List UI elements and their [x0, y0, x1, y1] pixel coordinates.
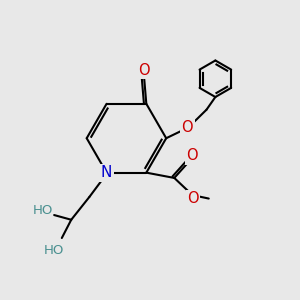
Text: N: N	[101, 165, 112, 180]
Text: HO: HO	[44, 244, 64, 257]
Text: HO: HO	[33, 204, 53, 218]
Text: O: O	[182, 120, 193, 135]
Text: O: O	[187, 191, 199, 206]
Text: O: O	[186, 148, 198, 163]
Text: O: O	[138, 63, 150, 78]
